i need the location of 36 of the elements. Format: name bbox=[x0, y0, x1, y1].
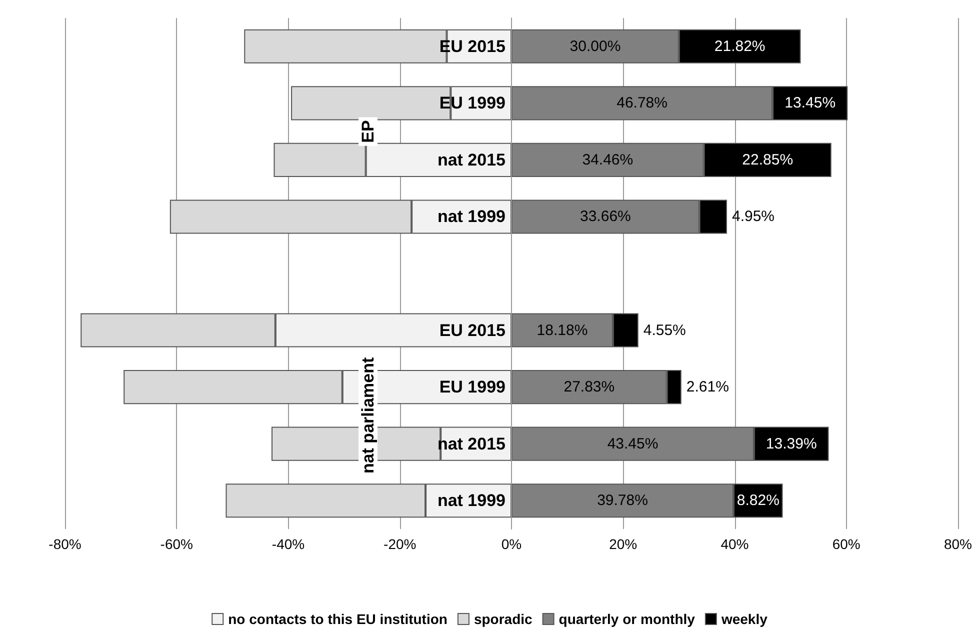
legend-label: sporadic bbox=[474, 611, 533, 627]
x-tick-label: 60% bbox=[832, 536, 860, 552]
data-label: 8.82% bbox=[736, 492, 780, 510]
x-tick-label: -40% bbox=[272, 536, 305, 552]
x-tick-label: -20% bbox=[384, 536, 416, 552]
data-label: 39.78% bbox=[597, 492, 648, 510]
x-tick-label: -80% bbox=[48, 536, 82, 552]
annotation: nat parliament bbox=[358, 357, 378, 474]
data-label: 4.95% bbox=[732, 208, 775, 226]
data-label: 2.61% bbox=[686, 378, 729, 396]
x-tick-label: -60% bbox=[160, 536, 193, 552]
data-label: 21.82% bbox=[714, 38, 766, 55]
data-label: 43.45% bbox=[607, 435, 658, 452]
y-tick-label: EU 2015 bbox=[439, 320, 506, 340]
annotation: EP bbox=[358, 120, 378, 143]
data-label: 22.85% bbox=[742, 151, 794, 168]
data-label: 30.00% bbox=[570, 38, 621, 55]
y-tick-label: nat 1999 bbox=[437, 207, 506, 226]
y-tick-label: nat 1999 bbox=[437, 491, 506, 510]
y-tick-label: EU 1999 bbox=[439, 378, 506, 397]
data-label: 13.39% bbox=[766, 435, 817, 452]
x-tick-label: 40% bbox=[720, 536, 749, 552]
legend-label: no contacts to this EU institution bbox=[228, 611, 448, 627]
x-tick-label: 20% bbox=[609, 536, 638, 552]
data-label: 33.66% bbox=[580, 208, 631, 226]
data-label: 46.78% bbox=[616, 94, 668, 112]
data-label: 13.45% bbox=[784, 94, 836, 112]
data-label: 27.83% bbox=[564, 378, 615, 396]
data-label: 18.18% bbox=[536, 322, 588, 339]
y-tick-label: nat 2015 bbox=[437, 150, 506, 170]
x-tick-label: 0% bbox=[501, 536, 522, 552]
data-label: 4.55% bbox=[643, 322, 686, 339]
legend-label: weekly bbox=[720, 611, 768, 627]
data-label: 34.46% bbox=[582, 151, 634, 168]
legend-label: quarterly or monthly bbox=[558, 611, 696, 627]
x-tick-label: 80% bbox=[944, 536, 972, 552]
